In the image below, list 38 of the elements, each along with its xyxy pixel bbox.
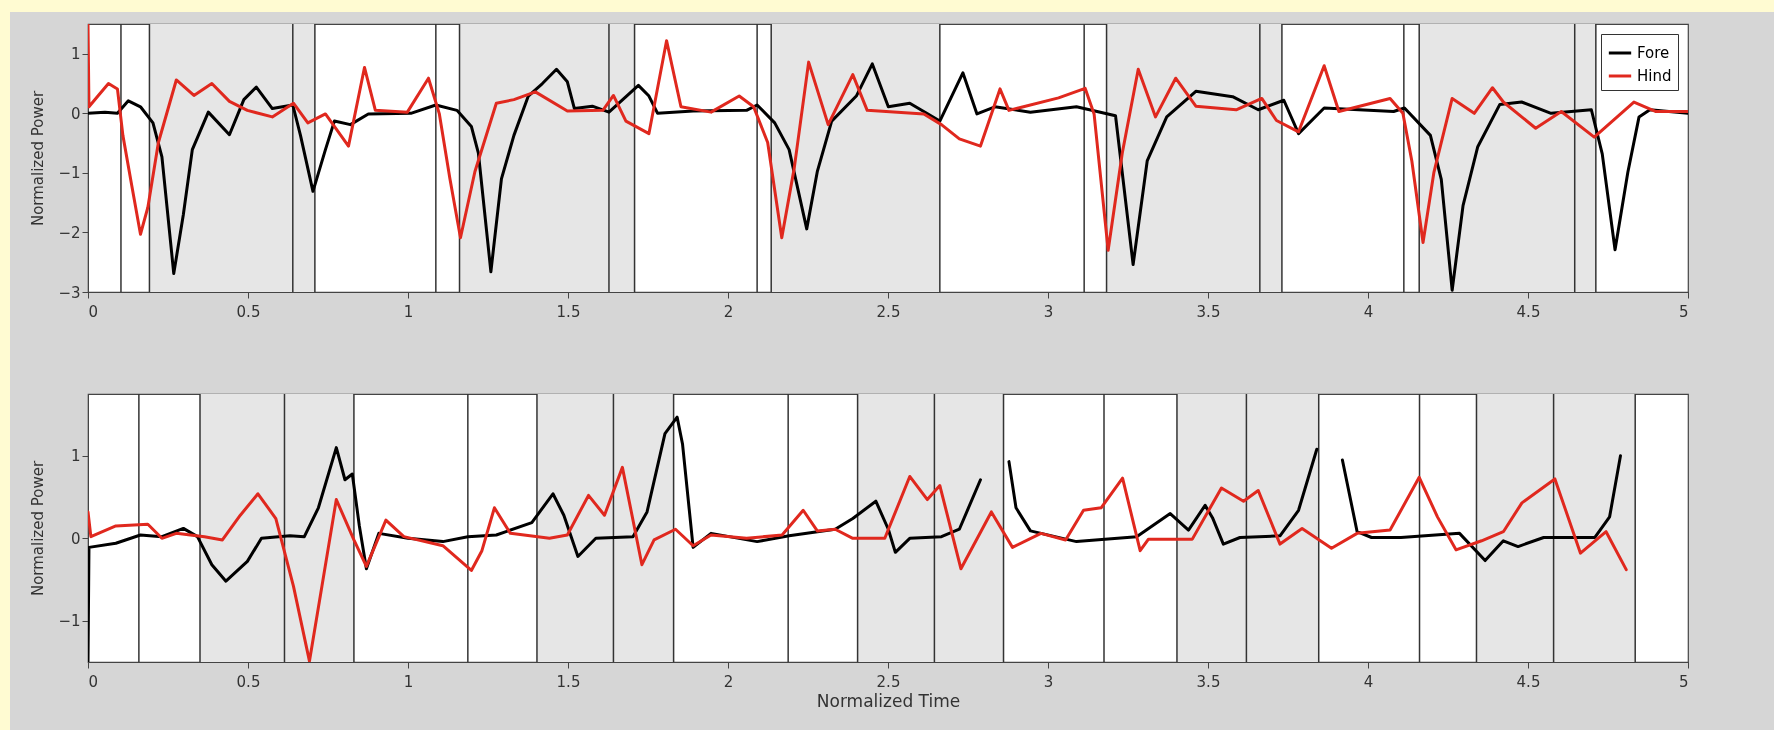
y-tick-label: −1 <box>58 612 81 631</box>
legend-label: Fore <box>1637 44 1670 62</box>
x-tick-label: 0 <box>88 302 99 321</box>
x-tick-label: 4.5 <box>1516 302 1541 321</box>
y-tick-label: −1 <box>58 164 81 183</box>
x-tick-label: 5 <box>1678 672 1689 691</box>
x-tick-label: 4 <box>1363 302 1374 321</box>
y-tick-label: 1 <box>70 447 81 466</box>
x-tick-label: 5 <box>1678 302 1689 321</box>
y-tick-label: −2 <box>58 223 81 242</box>
x-tick-label: 1.5 <box>556 672 581 691</box>
x-tick-label: 4 <box>1363 672 1374 691</box>
x-tick-label: 2.5 <box>876 672 901 691</box>
line-series <box>88 24 1688 252</box>
x-tick-label: 2 <box>723 302 734 321</box>
x-tick-label: 3 <box>1043 302 1054 321</box>
legend-label: Hind <box>1637 67 1672 85</box>
line-series <box>88 465 1628 662</box>
y-tick-label: 0 <box>70 529 81 548</box>
y-tick-label: −3 <box>58 283 81 302</box>
x-tick-label: 4.5 <box>1516 672 1541 691</box>
x-tick-label: 1 <box>403 672 414 691</box>
line-series <box>88 62 1688 292</box>
x-tick-label: 2.5 <box>876 302 901 321</box>
x-axis-title: Normalized Time <box>816 690 961 711</box>
y-tick-label: 0 <box>70 104 81 123</box>
x-tick-label: 3.5 <box>1196 302 1221 321</box>
y-axis-title: Normalized Power <box>29 460 48 597</box>
x-tick-label: 0 <box>88 672 99 691</box>
y-axis-title: Normalized Power <box>29 90 48 227</box>
x-tick-label: 3 <box>1043 672 1054 691</box>
x-tick-label: 0.5 <box>236 672 261 691</box>
x-tick-label: 0.5 <box>236 302 261 321</box>
x-tick-label: 1 <box>403 302 414 321</box>
x-tick-label: 3.5 <box>1196 672 1221 691</box>
x-tick-label: 1.5 <box>556 302 581 321</box>
x-tick-label: 2 <box>723 672 734 691</box>
y-tick-label: 1 <box>70 45 81 64</box>
